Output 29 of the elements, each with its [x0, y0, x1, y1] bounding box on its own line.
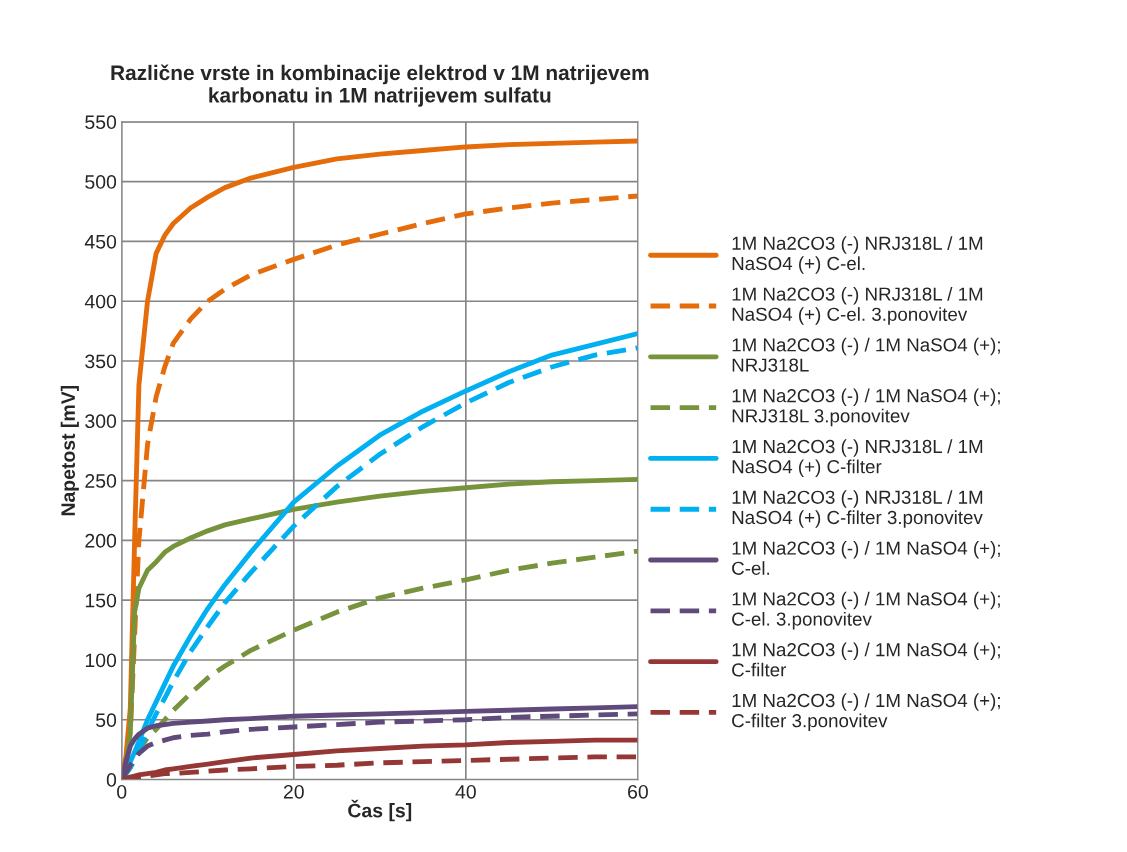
- legend-label: 1M Na2CO3 (-) / 1M NaSO4 (+); C-filter: [732, 642, 1000, 677]
- x-tick-label: 0: [117, 784, 127, 799]
- legend-label: 1M Na2CO3 (-) NRJ318L / 1M NaSO4 (+) C-filter 3.ponovitev: [732, 490, 983, 528]
- y-tick-label: 300: [85, 414, 117, 429]
- legend-label: 1M Na2CO3 (-) / 1M NaSO4 (+); NRJ318L 3.ponovitev: [732, 388, 1000, 427]
- x-axis-title: Čas [s]: [348, 799, 412, 822]
- legend-label: 1M Na2CO3 (-) / 1M NaSO4 (+); NRJ318L: [732, 337, 1000, 372]
- y-tick-label: 0: [106, 773, 117, 787]
- legend-label: 1M Na2CO3 (-) / 1M NaSO4 (+); C-filter 3.ponovitev: [732, 693, 1000, 732]
- legend-label: 1M Na2CO3 (-) NRJ318L / 1M NaSO4 (+) C-el. 3.ponovitev: [732, 286, 983, 325]
- legend-label: 1M Na2CO3 (-) NRJ318L / 1M NaSO4 (+) C-el.: [732, 236, 983, 274]
- y-tick-label: 150: [85, 593, 117, 608]
- y-tick-label: 50: [96, 713, 117, 728]
- y-tick-label: 250: [85, 474, 117, 488]
- y-tick-label: 550: [85, 115, 117, 130]
- y-tick-label: 500: [85, 175, 117, 189]
- x-tick-label: 60: [628, 784, 648, 799]
- legend-label: 1M Na2CO3 (-) / 1M NaSO4 (+); C-el. 3.ponovitev: [732, 591, 1000, 630]
- x-tick-label: 40: [455, 784, 476, 799]
- y-axis-title: Napetost [mV]: [60, 385, 79, 516]
- y-tick-label: 450: [84, 234, 117, 249]
- y-tick-label: 200: [85, 533, 117, 548]
- y-tick-label: 400: [84, 294, 117, 309]
- legend-label: 1M Na2CO3 (-) / 1M NaSO4 (+); C-el.: [732, 540, 1000, 575]
- y-tick-label: 350: [85, 354, 117, 369]
- y-tick-label: 100: [85, 653, 117, 668]
- legend-label: 1M Na2CO3 (-) NRJ318L / 1M NaSO4 (+) C-filter: [732, 439, 983, 478]
- chart-title: Različne vrste in kombinacije elektrod v 1M natrijevem karbonatu in 1M natrijevem sulfatu: [111, 64, 649, 107]
- x-tick-label: 20: [283, 784, 304, 799]
